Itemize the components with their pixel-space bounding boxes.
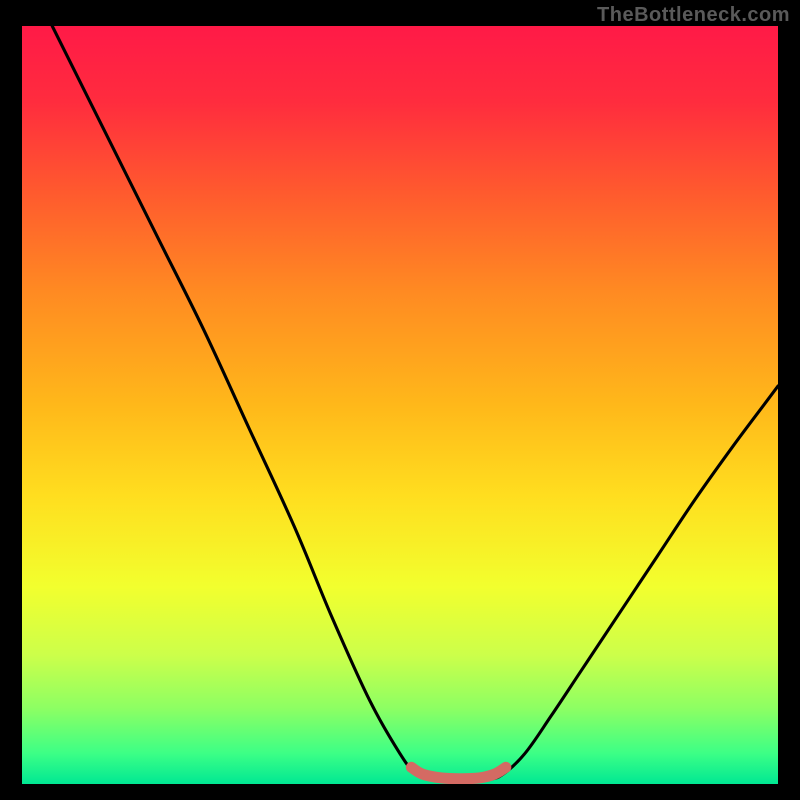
watermark: TheBottleneck.com: [597, 4, 790, 27]
bottleneck-curve: [22, 26, 778, 784]
curve-main: [52, 26, 778, 781]
trough-marker: [411, 767, 506, 778]
chart-container: TheBottleneck.com: [0, 0, 800, 800]
plot-area: [22, 26, 778, 784]
